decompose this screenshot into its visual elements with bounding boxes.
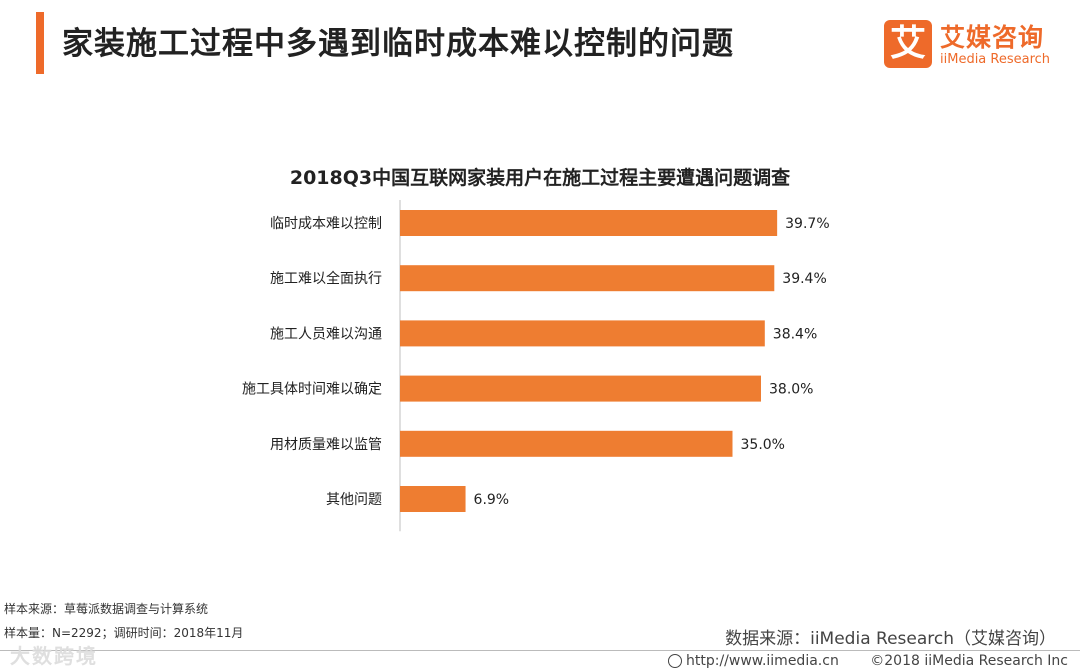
website-url: http://www.iimedia.cn: [686, 653, 839, 669]
bar: [400, 265, 775, 292]
copyright: ©2018 iiMedia Research Inc: [870, 653, 1068, 669]
bar-chart: 临时成本难以控制 39.7% 施工难以全面执行 39.4% 施工人员难以沟通 38.4% 施…: [242, 200, 830, 532]
value-label: 38.0%: [769, 382, 813, 398]
chart-title: 2018Q3中国互联网家装用户在施工过程主要遭遇问题调查: [289, 167, 791, 189]
value-label: 6.9%: [474, 492, 510, 508]
category-label: 用材质量难以监管: [270, 437, 382, 453]
category-label: 其他问题: [326, 492, 382, 508]
website-link[interactable]: http://www.iimedia.cn: [668, 653, 839, 669]
iimedia-logo: 艾 艾媒咨询 iiMedia Research: [884, 20, 1054, 72]
globe-icon: [668, 654, 682, 668]
category-label: 施工难以全面执行: [270, 270, 382, 287]
value-label: 35.0%: [741, 437, 785, 453]
sample-source: 样本来源：草莓派数据调查与计算系统: [4, 602, 209, 616]
title-accent-bar: [36, 12, 44, 74]
logo-chinese-name: 艾媒咨询: [940, 23, 1045, 52]
category-label: 施工具体时间难以确定: [242, 382, 382, 398]
logo-english-name: iiMedia Research: [940, 52, 1051, 67]
footer-divider: [0, 650, 1080, 651]
category-label: 施工人员难以沟通: [270, 326, 382, 342]
bar: [400, 210, 778, 236]
bar: [400, 430, 733, 457]
watermark: 大数跨境: [10, 644, 98, 668]
value-label: 38.4%: [773, 326, 817, 342]
value-label: 39.7%: [785, 216, 829, 232]
bar: [400, 486, 466, 512]
data-source: 数据来源：iiMedia Research（艾媒咨询）: [725, 629, 1056, 649]
bar: [400, 320, 765, 347]
value-label: 39.4%: [782, 271, 826, 287]
bar: [400, 375, 761, 402]
logo-mark-icon: 艾: [884, 20, 932, 68]
page-title: 家装施工过程中多遇到临时成本难以控制的问题: [62, 26, 734, 62]
category-label: 临时成本难以控制: [270, 216, 382, 232]
sample-size: 样本量：N=2292；调研时间：2018年11月: [4, 626, 244, 640]
